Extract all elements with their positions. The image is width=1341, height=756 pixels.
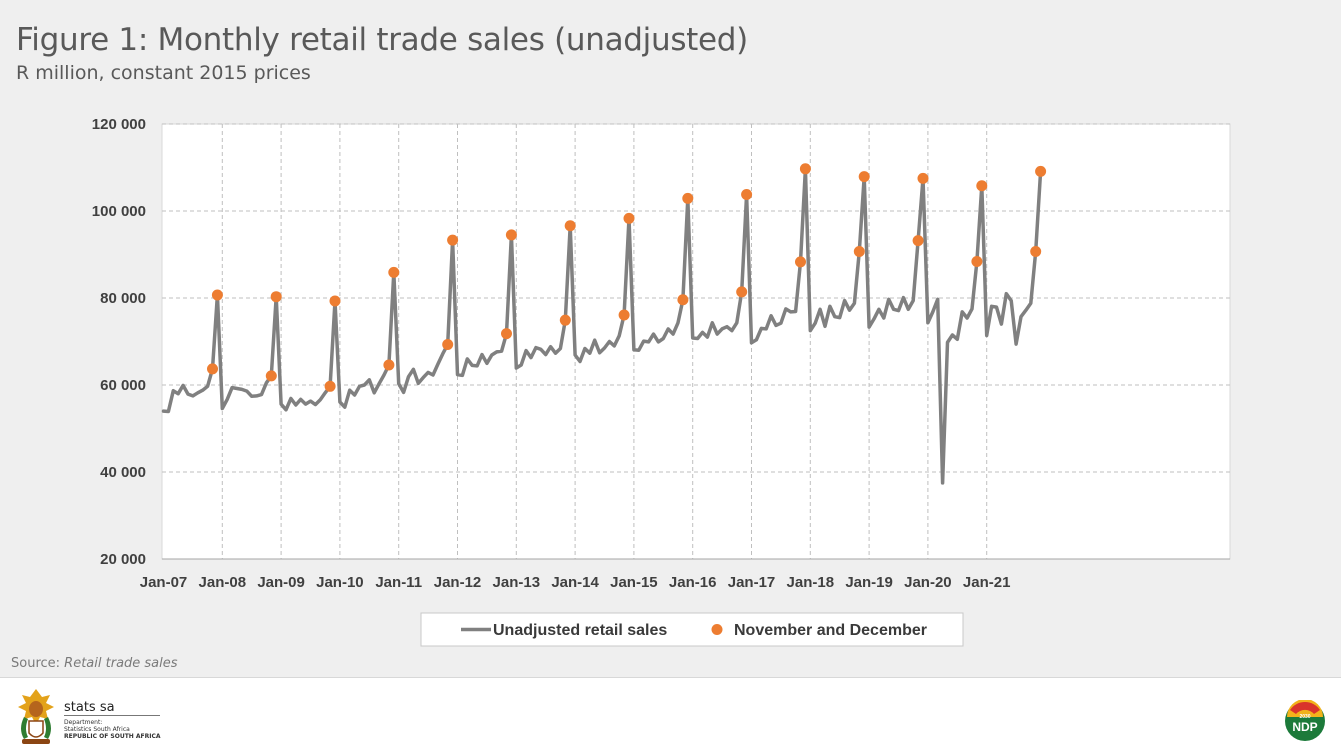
x-tick-label: Jan-19 bbox=[845, 574, 893, 591]
x-tick-label: Jan-14 bbox=[551, 574, 599, 591]
legend-box bbox=[420, 612, 964, 647]
footer: stats sa Department: Statistics South Af… bbox=[0, 677, 1341, 756]
data-point-nov-dec bbox=[265, 370, 277, 382]
page-subtitle: R million, constant 2015 prices bbox=[16, 62, 311, 84]
data-point-nov-dec bbox=[741, 188, 753, 200]
data-point-nov-dec bbox=[505, 229, 517, 241]
x-tick-label: Jan-16 bbox=[669, 574, 717, 591]
data-point-nov-dec bbox=[623, 212, 635, 224]
data-point-nov-dec bbox=[1030, 245, 1042, 257]
data-point-nov-dec bbox=[799, 163, 811, 175]
retail-sales-chart: 20 000 40 000 60 000 80 000 100 000 120 000 Ja… bbox=[92, 116, 1231, 647]
data-point-nov-dec bbox=[917, 172, 929, 184]
x-tick-label: Jan-09 bbox=[257, 574, 305, 591]
data-point-nov-dec bbox=[207, 363, 218, 375]
data-point-nov-dec bbox=[677, 294, 689, 306]
brand-divider bbox=[64, 715, 160, 716]
data-point-nov-dec bbox=[1035, 165, 1047, 177]
brand-name: stats sa bbox=[64, 700, 115, 715]
data-point-nov-dec bbox=[736, 286, 748, 298]
data-point-nov-dec bbox=[971, 255, 983, 267]
data-point-nov-dec bbox=[564, 220, 576, 232]
x-tick-label: Jan-07 bbox=[140, 574, 188, 591]
x-tick-label: Jan-17 bbox=[728, 574, 776, 591]
x-tick-label: Jan-15 bbox=[610, 574, 658, 591]
source-note: Source: Retail trade sales bbox=[11, 656, 178, 671]
series-line-unadjusted-retail-sales bbox=[161, 167, 1043, 485]
data-point-nov-dec bbox=[559, 314, 571, 326]
data-point-nov-dec bbox=[795, 256, 806, 268]
y-tick-label: 120 000 bbox=[92, 116, 146, 133]
ndp-logo: NDP 2030 bbox=[1285, 700, 1325, 741]
x-tick-label: Jan-11 bbox=[375, 574, 422, 591]
y-tick-label: 80 000 bbox=[100, 290, 146, 307]
legend-label-line: Unadjusted retail sales bbox=[493, 622, 667, 639]
legend-label-markers: November and December bbox=[734, 622, 927, 639]
data-point-nov-dec bbox=[858, 171, 870, 183]
ndp-logo-text: NDP bbox=[1292, 720, 1317, 734]
ndp-logo-year: 2030 bbox=[1299, 714, 1310, 720]
department-text: Department: Statistics South Africa REPU… bbox=[64, 719, 161, 740]
data-point-nov-dec bbox=[329, 295, 341, 307]
x-tick-label: Jan-10 bbox=[316, 574, 364, 591]
x-tick-label: Jan-12 bbox=[434, 574, 482, 591]
y-tick-label: 100 000 bbox=[92, 203, 146, 220]
y-tick-label: 60 000 bbox=[100, 377, 146, 394]
x-tick-label: Jan-13 bbox=[493, 574, 541, 591]
data-point-nov-dec bbox=[211, 289, 223, 301]
data-point-nov-dec bbox=[383, 359, 395, 371]
coat-of-arms-logo bbox=[18, 689, 54, 744]
x-tick-label: Jan-18 bbox=[787, 574, 835, 591]
x-tick-label: Jan-08 bbox=[199, 574, 247, 591]
y-tick-label: 20 000 bbox=[100, 551, 146, 568]
data-point-nov-dec bbox=[976, 180, 988, 192]
data-point-nov-dec bbox=[618, 309, 630, 321]
x-tick-label: Jan-20 bbox=[904, 574, 952, 591]
data-point-nov-dec bbox=[853, 245, 865, 257]
x-tick-label: Jan-21 bbox=[963, 574, 1011, 591]
data-point-nov-dec bbox=[682, 192, 694, 204]
plot-area bbox=[161, 123, 1231, 560]
page-title: Figure 1: Monthly retail trade sales (un… bbox=[16, 22, 748, 58]
data-point-nov-dec bbox=[501, 328, 512, 340]
data-point-nov-dec bbox=[388, 266, 400, 278]
data-point-nov-dec bbox=[912, 235, 924, 247]
data-point-nov-dec bbox=[442, 339, 454, 351]
data-point-nov-dec bbox=[324, 380, 336, 392]
y-tick-label: 40 000 bbox=[100, 464, 146, 481]
legend-marker-swatch bbox=[711, 624, 723, 635]
data-point-nov-dec bbox=[270, 291, 282, 303]
data-point-nov-dec bbox=[447, 234, 459, 246]
